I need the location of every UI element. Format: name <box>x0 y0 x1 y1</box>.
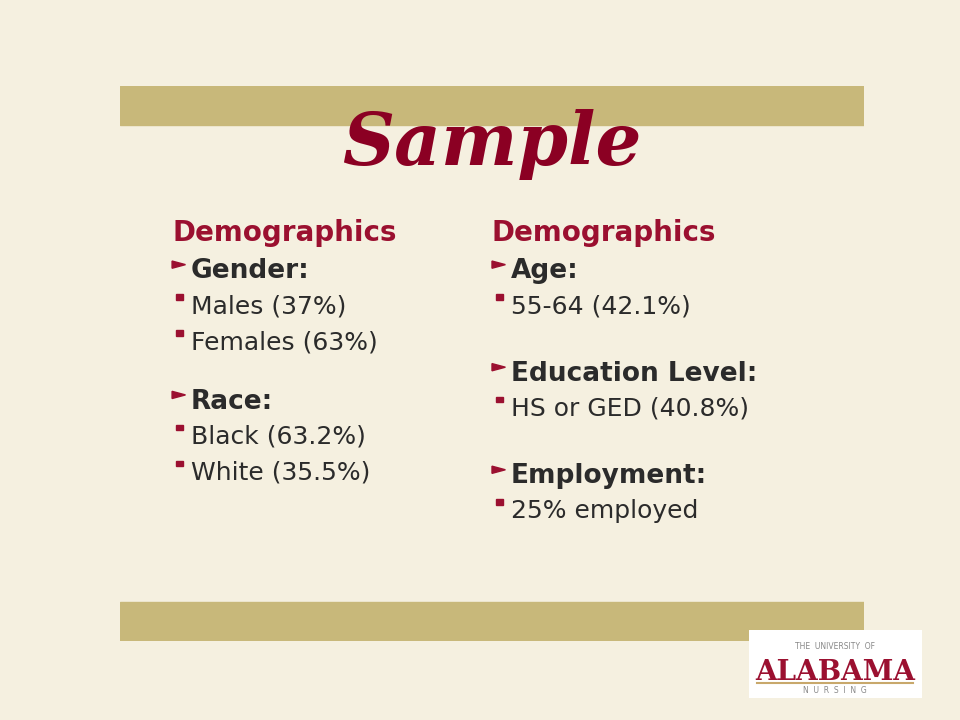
Text: 55-64 (42.1%): 55-64 (42.1%) <box>511 294 690 318</box>
Bar <box>176 425 183 430</box>
Polygon shape <box>492 466 505 473</box>
Text: Demographics: Demographics <box>172 220 396 248</box>
Text: 25% employed: 25% employed <box>511 500 698 523</box>
Text: Education Level:: Education Level: <box>511 361 757 387</box>
Bar <box>495 500 503 505</box>
Bar <box>120 86 864 125</box>
Polygon shape <box>492 364 505 371</box>
Bar <box>495 294 503 300</box>
Bar <box>176 461 183 466</box>
Text: Race:: Race: <box>191 389 273 415</box>
Bar <box>120 602 864 641</box>
Bar <box>176 330 183 336</box>
Bar <box>176 294 183 300</box>
Bar <box>495 397 503 402</box>
Text: Demographics: Demographics <box>492 220 716 248</box>
Text: Males (37%): Males (37%) <box>191 294 346 318</box>
Text: THE  UNIVERSITY  OF: THE UNIVERSITY OF <box>795 642 876 652</box>
Text: Age:: Age: <box>511 258 578 284</box>
Text: Females (63%): Females (63%) <box>191 330 377 354</box>
Text: White (35.5%): White (35.5%) <box>191 461 370 485</box>
Text: ALABAMA: ALABAMA <box>756 659 915 685</box>
Polygon shape <box>492 261 505 269</box>
Polygon shape <box>172 391 185 399</box>
Text: Sample: Sample <box>343 109 641 180</box>
Text: Employment:: Employment: <box>511 464 707 490</box>
Text: N  U  R  S  I  N  G: N U R S I N G <box>804 686 867 695</box>
Polygon shape <box>172 261 185 269</box>
Text: Gender:: Gender: <box>191 258 309 284</box>
Text: HS or GED (40.8%): HS or GED (40.8%) <box>511 397 749 421</box>
Text: Black (63.2%): Black (63.2%) <box>191 425 366 449</box>
